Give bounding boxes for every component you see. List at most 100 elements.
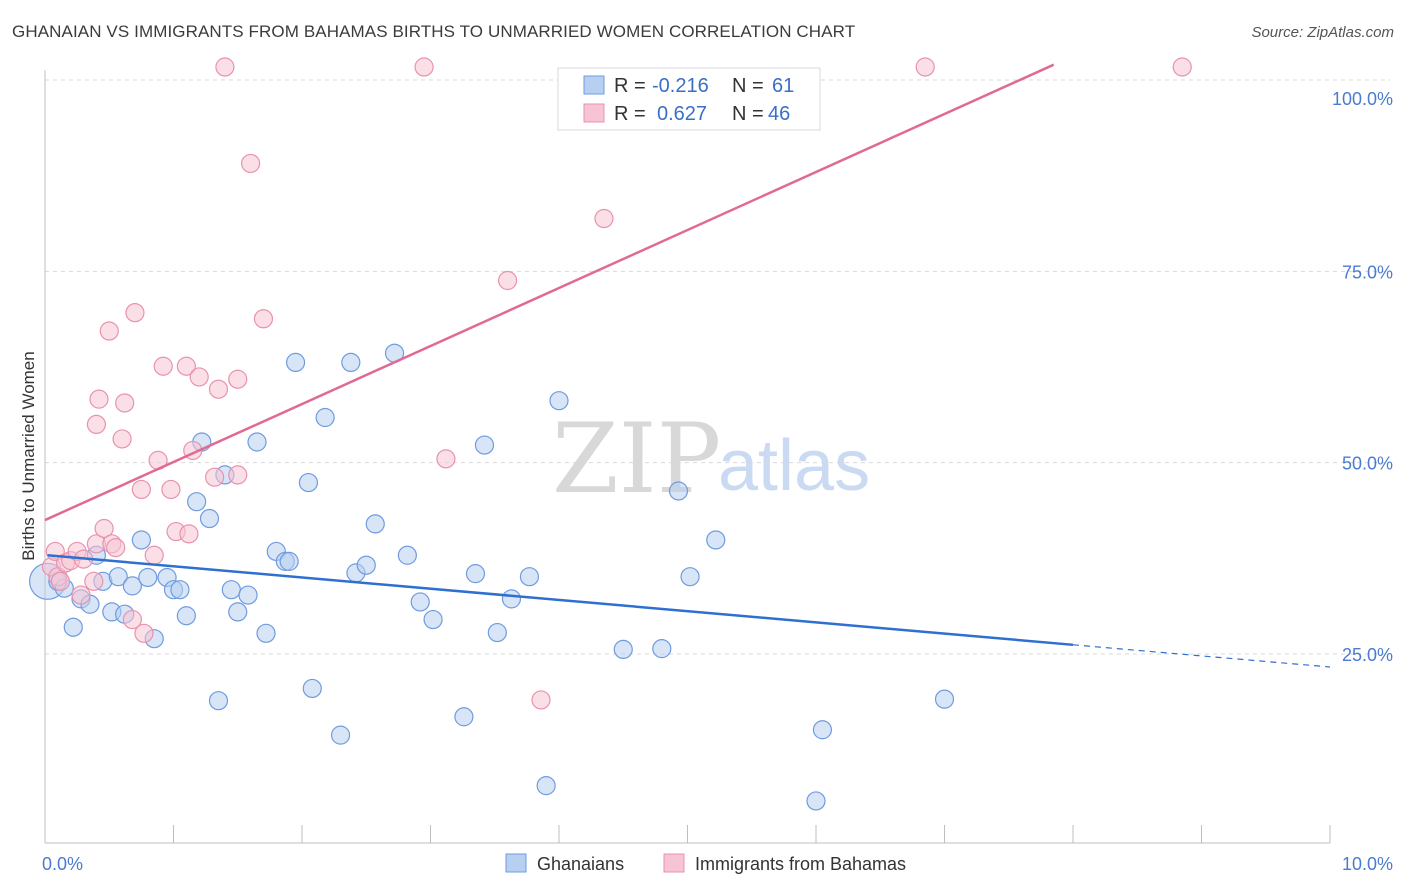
- bahamas-point: [1172, 57, 1192, 77]
- ghanaian-point: [519, 567, 540, 587]
- bahamas-point: [228, 369, 248, 389]
- ghanaian-point: [228, 602, 248, 622]
- ghanaian-point: [256, 623, 276, 643]
- ghanaian-point: [108, 567, 128, 587]
- legend-swatch-blue: [583, 75, 605, 95]
- ghanaian-point: [465, 564, 486, 584]
- bahamas-point: [915, 57, 935, 77]
- ghanaian-point: [397, 545, 417, 565]
- ghanaian-point: [238, 585, 258, 605]
- legend-r-label-1: R =: [614, 75, 646, 97]
- bottom-legend-swatch-bahamas: [663, 853, 685, 873]
- bahamas-point: [50, 571, 71, 591]
- y-tick-label: 75.0%: [1342, 262, 1393, 282]
- bahamas-point: [86, 414, 107, 434]
- ghanaian-point: [63, 617, 83, 637]
- bahamas-point: [436, 449, 456, 469]
- bahamas-point: [208, 379, 229, 399]
- ghanaian-point: [934, 689, 955, 709]
- bahamas-point: [189, 367, 209, 387]
- y-axis-label: Births to Unmarried Women: [19, 351, 38, 560]
- bahamas-point: [94, 518, 114, 539]
- ghanaian-point: [285, 352, 306, 373]
- ghanaian-trend-extension: [1072, 644, 1331, 668]
- ghanaian-point: [279, 551, 299, 571]
- source-credit: Source: ZipAtlas.com: [1251, 24, 1394, 41]
- bahamas-point: [134, 623, 154, 643]
- ghanaian-point: [298, 472, 319, 493]
- ghanaian-point: [341, 352, 361, 373]
- bahamas-point: [179, 524, 199, 544]
- ghanaian-point: [330, 725, 351, 745]
- ghanaian-point: [365, 514, 385, 534]
- ghanaian-point: [423, 609, 443, 630]
- bottom-legend-bahamas: Immigrants from Bahamas: [695, 854, 906, 874]
- legend-swatch-pink: [583, 103, 605, 123]
- ghanaian-point: [668, 481, 689, 501]
- bahamas-point: [106, 538, 126, 558]
- bahamas-point: [228, 465, 248, 485]
- bottom-legend-ghanaians: Ghanaians: [537, 854, 624, 874]
- ghanaian-point: [138, 567, 158, 588]
- bahamas-point: [205, 467, 225, 487]
- x-tick-label: 10.0%: [1342, 854, 1393, 874]
- watermark-zip: ZIP: [552, 403, 721, 515]
- bahamas-point: [71, 585, 91, 605]
- ghanaian-point: [474, 435, 495, 455]
- bottom-legend: Ghanaians Immigrants from Bahamas: [505, 853, 906, 874]
- bahamas-point: [89, 389, 109, 409]
- bahamas-trend-line: [44, 63, 1055, 522]
- y-tick-label: 50.0%: [1342, 454, 1393, 474]
- bahamas-point: [253, 309, 274, 329]
- y-tick-label: 100.0%: [1332, 89, 1393, 109]
- legend-r-value-1: -0.216: [652, 75, 709, 97]
- ghanaian-point: [410, 592, 430, 612]
- legend-n-value-1: 61: [772, 75, 794, 97]
- bahamas-point: [144, 545, 164, 565]
- bahamas-point: [414, 57, 434, 77]
- bottom-legend-swatch-ghanaians: [505, 853, 527, 873]
- ghanaian-point: [706, 530, 726, 550]
- ghanaian-point: [247, 432, 267, 452]
- bahamas-point: [112, 429, 132, 449]
- ghanaian-trend-line: [47, 554, 1074, 647]
- points-layer: [28, 57, 1192, 811]
- chart-title: GHANAIAN VS IMMIGRANTS FROM BAHAMAS BIRT…: [12, 22, 856, 41]
- ghanaian-point: [501, 589, 522, 609]
- ghanaian-point: [549, 391, 569, 411]
- bahamas-point: [498, 270, 518, 291]
- ghanaian-point: [680, 567, 700, 587]
- legend-n-label-2: N =: [732, 103, 764, 125]
- legend-n-label-1: N =: [732, 75, 764, 97]
- ghanaian-point: [176, 606, 196, 626]
- bahamas-point: [215, 57, 235, 77]
- legend-box: R = -0.216 N = 61 R = 0.627 N = 46: [557, 67, 821, 131]
- bahamas-point: [99, 321, 119, 341]
- bahamas-point: [84, 571, 104, 591]
- bahamas-point: [131, 479, 151, 500]
- bahamas-point: [153, 356, 173, 376]
- bahamas-point: [594, 208, 614, 229]
- ghanaian-point: [454, 707, 474, 727]
- bahamas-point: [115, 393, 135, 413]
- y-tick-label: 25.0%: [1342, 645, 1393, 665]
- bahamas-point: [161, 479, 181, 500]
- legend-r-value-2: 0.627: [657, 103, 707, 125]
- ghanaian-point: [170, 580, 190, 600]
- bahamas-point: [125, 303, 145, 323]
- trend-layer: [44, 63, 1331, 668]
- ghanaian-point: [199, 508, 220, 529]
- ghanaian-point: [613, 639, 633, 660]
- ghanaian-point: [356, 555, 376, 575]
- ghanaian-point: [187, 492, 207, 512]
- ghanaian-point: [806, 791, 826, 811]
- ghanaian-point: [812, 720, 833, 740]
- ghanaian-point: [221, 580, 241, 600]
- ghanaian-point: [315, 407, 335, 428]
- ghanaian-point: [208, 691, 229, 711]
- legend-r-label-2: R =: [614, 103, 646, 125]
- ghanaian-point: [122, 576, 142, 596]
- legend-n-value-2: 46: [768, 103, 790, 125]
- watermark-atlas: atlas: [718, 426, 870, 506]
